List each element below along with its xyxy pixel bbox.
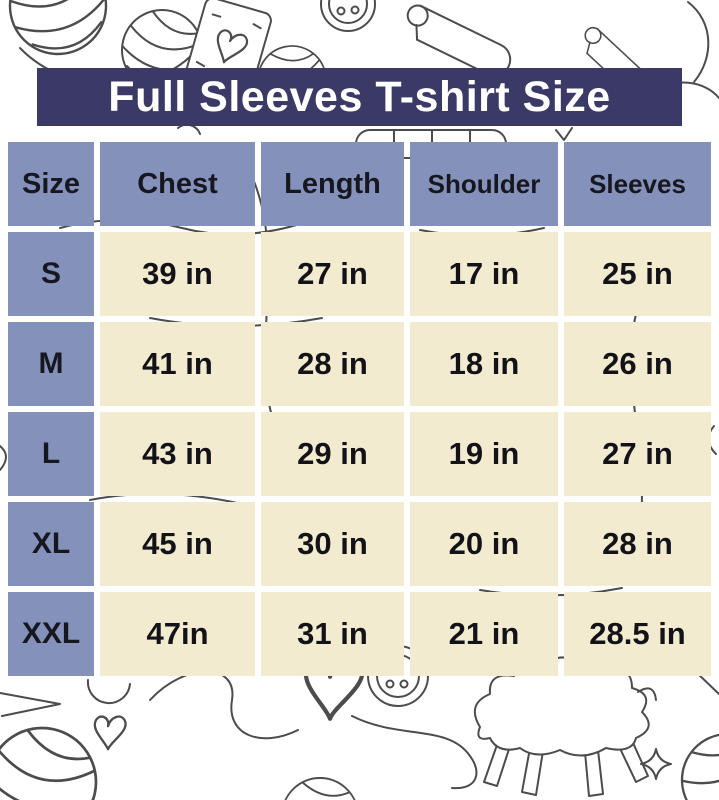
length-cell: 28 in [261,322,404,406]
shoulder-cell: 21 in [410,592,558,676]
chest-cell: 39 in [100,232,255,316]
size-table: Size Chest Length Shoulder Sleeves S 39 … [8,142,711,676]
header-cell-shoulder: Shoulder [410,142,558,226]
sleeves-cell: 27 in [564,412,711,496]
sleeves-cell: 25 in [564,232,711,316]
length-cell: 30 in [261,502,404,586]
chest-cell: 41 in [100,322,255,406]
size-label-cell: M [8,322,94,406]
sheep-icon [473,656,657,797]
button-icon [320,0,376,32]
chest-cell: 47in [100,592,255,676]
shoulder-cell: 20 in [410,502,558,586]
sleeves-cell: 28 in [564,502,711,586]
sleeves-cell: 28.5 in [564,592,711,676]
header-cell-size: Size [8,142,94,226]
size-label-cell: XXL [8,592,94,676]
header-cell-length: Length [261,142,404,226]
length-cell: 29 in [261,412,404,496]
header-cell-chest: Chest [100,142,255,226]
chest-cell: 45 in [100,502,255,586]
size-label-cell: XL [8,502,94,586]
length-cell: 31 in [261,592,404,676]
shoulder-cell: 19 in [410,412,558,496]
shoulder-cell: 17 in [410,232,558,316]
heart-icon [93,715,127,751]
shoulder-cell: 18 in [410,322,558,406]
length-cell: 27 in [261,232,404,316]
page-title: Full Sleeves T-shirt Size [108,72,611,121]
yarn-string-icon [149,659,478,790]
title-banner: Full Sleeves T-shirt Size [37,68,682,126]
header-cell-sleeves: Sleeves [564,142,711,226]
chest-cell: 43 in [100,412,255,496]
size-label-cell: L [8,412,94,496]
size-label-cell: S [8,232,94,316]
sleeves-cell: 26 in [564,322,711,406]
